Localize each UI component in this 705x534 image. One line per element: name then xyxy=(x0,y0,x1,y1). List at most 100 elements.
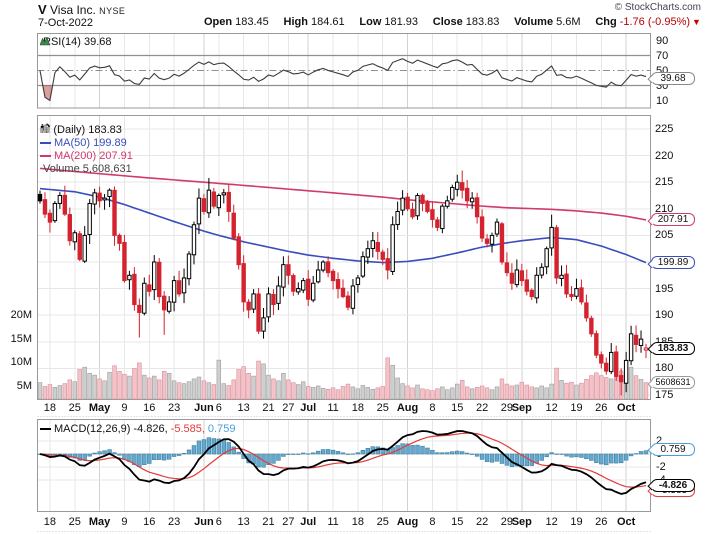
volume-tick-label: 10M xyxy=(10,356,32,368)
x-tick-label: 23 xyxy=(167,402,181,414)
macd-legend: MACD(12,26,9) -4.826, -5.585, 0.759 xyxy=(40,423,235,435)
x-tick-label: 18 xyxy=(43,402,57,414)
macd-legend-name: MACD(12,26,9) xyxy=(54,423,131,435)
x-tick-label: Jul xyxy=(300,402,317,414)
ma50-line-icon xyxy=(40,141,51,144)
quote-label: Chg xyxy=(595,16,617,28)
change-down-icon: ▼ xyxy=(692,17,701,27)
x-tick-label: 27 xyxy=(282,402,295,414)
quote-item-open: Open 183.45 xyxy=(204,16,269,28)
symbol-legend-text: V (Daily) 183.83 xyxy=(43,123,122,136)
x-tick-label: Sep xyxy=(511,516,532,528)
macd-histogram xyxy=(37,437,649,468)
quote-item-high: High 184.61 xyxy=(284,16,345,28)
quote-value: 5.6M xyxy=(556,16,581,28)
x-tick-label: 13 xyxy=(237,402,250,414)
macd-tick-label: -2 xyxy=(656,461,666,473)
macd-tick-label: 2 xyxy=(656,435,663,447)
x-tick-label: 25 xyxy=(68,402,81,414)
price-tick-label: 225 xyxy=(655,123,674,135)
company-name: Visa Inc. xyxy=(50,3,96,17)
quote-value: 181.93 xyxy=(384,16,419,28)
x-tick-label: Jun xyxy=(194,516,214,528)
x-tick-label: 29 xyxy=(500,402,514,414)
quote-item-low: Low 181.93 xyxy=(359,16,418,28)
price-legend: V (Daily) 183.83 MA(50) 199.89 MA(200) 2… xyxy=(40,123,133,175)
x-tick-label: 19 xyxy=(570,402,583,414)
price-value-tag: 183.83 xyxy=(651,341,695,355)
x-tick-label: 18 xyxy=(351,516,365,528)
quote-value: 183.83 xyxy=(465,16,500,28)
x-tick-label: Sep xyxy=(511,402,532,414)
quote-item-volume: Volume 5.6M xyxy=(514,16,580,28)
x-tick-label: 27 xyxy=(282,516,295,528)
rsi-tick-label: 70 xyxy=(656,49,669,62)
volume-tick-label: 20M xyxy=(10,309,32,321)
x-tick-label: Jun xyxy=(194,402,214,414)
x-tick-label: 12 xyxy=(545,516,558,528)
x-tick-label: Aug xyxy=(396,402,419,414)
macd-legend-value: -4.826, xyxy=(133,423,168,435)
x-tick-label: Jul xyxy=(300,516,317,528)
quote-label: High xyxy=(283,16,308,28)
volume-tick-label: 5M xyxy=(16,379,32,392)
rsi-legend: RSI(14) 39.68 xyxy=(40,36,111,48)
x-tick-label: 9 xyxy=(121,402,128,414)
volume-value-tag: 5608631 xyxy=(651,376,695,390)
rsi-tick-label: 10 xyxy=(656,94,669,107)
x-tick-label: Oct xyxy=(616,516,636,528)
rsi-legend-text: RSI(14) 39.68 xyxy=(43,36,112,48)
exchange-label: NYSE xyxy=(99,6,126,16)
rsi-tick-label: 90 xyxy=(656,34,669,47)
chart-title: V Visa Inc. NYSE xyxy=(38,2,125,17)
quote-value: 184.61 xyxy=(310,16,345,28)
x-tick-label: 13 xyxy=(237,516,250,528)
x-tick-label: 8 xyxy=(429,402,436,414)
x-tick-label: May xyxy=(88,402,111,414)
x-tick-label: May xyxy=(88,516,111,528)
price-tick-label: 175 xyxy=(655,389,674,401)
ma50-line xyxy=(39,187,647,264)
signal-legend-value: -5.585, xyxy=(170,423,205,435)
quote-label: Low xyxy=(359,16,382,28)
x-tick-label: 11 xyxy=(327,516,339,528)
quote-label: Open xyxy=(204,16,233,28)
x-tick-label: 16 xyxy=(143,402,156,414)
x-tick-label: 23 xyxy=(167,516,181,528)
macd-line-icon xyxy=(40,428,51,430)
volume-legend-text: Volume 5,608,631 xyxy=(43,162,132,175)
macd-line xyxy=(39,430,647,495)
x-tick-label: 6 xyxy=(215,516,222,528)
x-tick-label: 9 xyxy=(121,516,128,528)
ma200-line-icon xyxy=(40,154,51,157)
quote-label: Close xyxy=(432,16,463,28)
ma50-legend-text: MA(50) 199.89 xyxy=(54,136,127,149)
x-tick-label: 11 xyxy=(327,402,339,414)
x-tick-label: Aug xyxy=(396,516,419,528)
x-tick-label: 18 xyxy=(43,516,57,528)
price-tick-label: 210 xyxy=(655,202,674,215)
x-tick-label: 16 xyxy=(143,516,156,528)
quote-item-close: Close 183.83 xyxy=(433,16,500,28)
x-tick-label: 15 xyxy=(451,402,464,414)
x-tick-label: 12 xyxy=(545,402,558,414)
price-value-tag: 199.89 xyxy=(651,256,695,270)
macd-value-tag: 0.759 xyxy=(651,442,695,456)
ma200-line xyxy=(39,167,647,221)
copyright: © StockCharts.com xyxy=(614,2,701,13)
signal-line xyxy=(39,432,647,488)
volume-tick-label: 15M xyxy=(10,332,32,345)
ma200-legend-text: MA(200) 207.91 xyxy=(54,149,133,162)
rsi-plot xyxy=(39,58,647,102)
quote-value: 183.45 xyxy=(235,16,269,28)
x-tick-label: 8 xyxy=(429,516,436,528)
x-tick-label: 25 xyxy=(376,516,389,528)
quote-value: -1.76 (-0.95%) xyxy=(619,16,691,28)
price-tick-label: 190 xyxy=(655,309,674,322)
x-tick-label: 18 xyxy=(351,402,365,414)
volume-bars xyxy=(37,357,649,400)
x-tick-label: 26 xyxy=(595,516,608,528)
x-tick-label: 15 xyxy=(451,516,464,528)
quote-item-chg: Chg -1.76 (-0.95%) ▼ xyxy=(595,16,701,28)
histogram-legend-value: 0.759 xyxy=(207,423,236,435)
